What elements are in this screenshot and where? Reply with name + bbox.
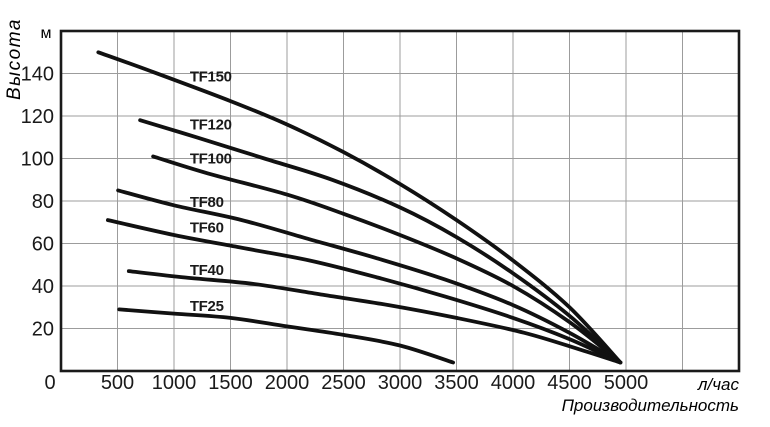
y-tick-140: 140 <box>21 64 54 86</box>
x-axis-title: Производительность <box>562 396 739 415</box>
y-axis-title: Высота <box>4 18 25 100</box>
curves-layer <box>96 50 623 365</box>
y-tick-20: 20 <box>32 319 54 341</box>
curve-tf120 <box>138 118 623 365</box>
curve-tf60 <box>106 218 623 365</box>
x-tick-1500: 1500 <box>208 372 253 394</box>
curve-tf150 <box>96 50 623 365</box>
curve-label-tf80: TF80 <box>190 194 224 211</box>
curve-label-tf40: TF40 <box>190 262 224 279</box>
plot-border <box>59 29 741 373</box>
series-labels-layer: TF150 TF120 TF100 TF80 TF60 TF40 TF25 <box>190 69 232 316</box>
y-tick-120: 120 <box>21 106 54 128</box>
grid-layer <box>61 31 739 371</box>
x-tick-0: 0 <box>44 372 55 394</box>
y-tick-100: 100 <box>21 149 54 171</box>
curve-label-tf120: TF120 <box>190 117 232 134</box>
curve-label-tf25: TF25 <box>190 298 224 315</box>
curve-label-tf150: TF150 <box>190 69 232 86</box>
x-tick-3500: 3500 <box>434 372 479 394</box>
curve-label-tf100: TF100 <box>190 151 232 168</box>
curve-tf80 <box>116 188 623 365</box>
curve-tf40 <box>126 269 623 365</box>
y-tick-60: 60 <box>32 234 54 256</box>
curve-label-tf60: TF60 <box>190 220 224 237</box>
curve-tf25 <box>117 307 455 365</box>
y-tick-40: 40 <box>32 276 54 298</box>
curve-tf100 <box>151 154 623 365</box>
tick-labels-layer: 0 500 1000 1500 2000 2500 3000 3500 4000 4500 5000… <box>21 64 649 395</box>
x-tick-500: 500 <box>101 372 134 394</box>
y-axis-unit-label: м <box>41 25 52 42</box>
x-tick-1000: 1000 <box>152 372 197 394</box>
x-tick-5000: 5000 <box>604 372 649 394</box>
x-tick-2000: 2000 <box>265 372 310 394</box>
y-tick-80: 80 <box>32 191 54 213</box>
x-tick-3000: 3000 <box>378 372 423 394</box>
x-axis-unit-label: л/час <box>697 375 740 394</box>
x-tick-4500: 4500 <box>547 372 592 394</box>
x-tick-4000: 4000 <box>491 372 536 394</box>
x-tick-2500: 2500 <box>321 372 366 394</box>
plot-frame <box>59 29 741 373</box>
